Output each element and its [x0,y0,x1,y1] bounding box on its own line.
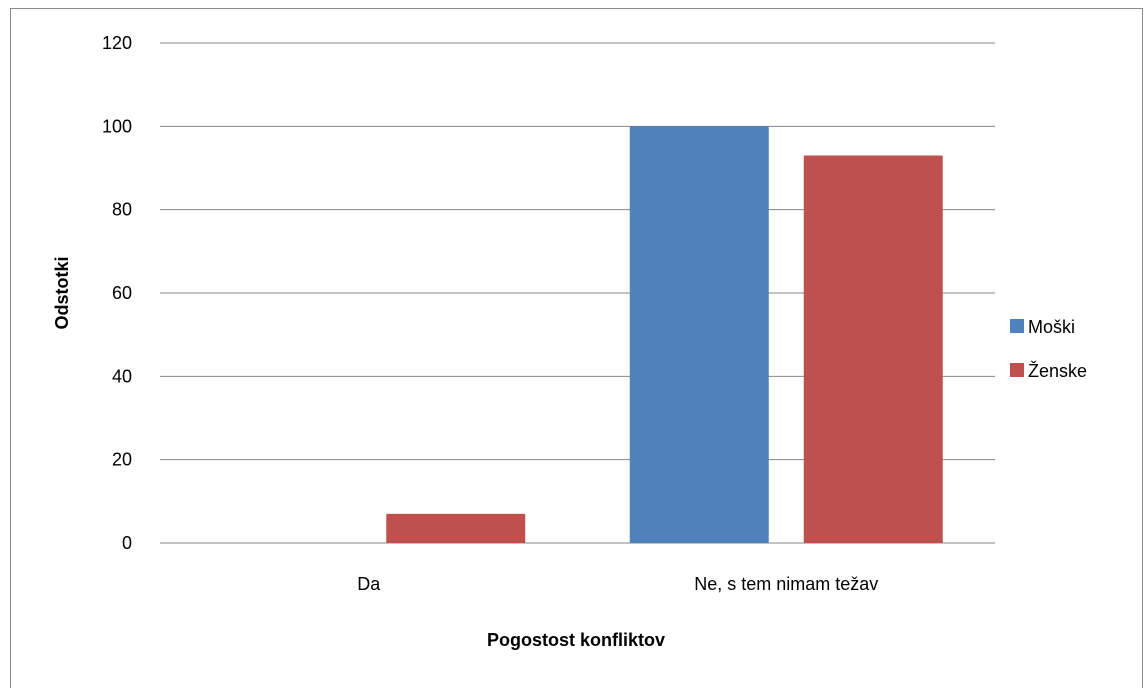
chart-frame [10,8,1143,688]
legend-label: Moški [1028,317,1075,337]
y-tick-label: 100 [102,116,132,136]
x-tick-labels: Da Ne, s tem nimam težav [357,574,878,594]
legend-swatch [1010,319,1024,333]
bar-Moški-Ne, s tem nimam težav [629,126,769,543]
y-tick-label: 120 [102,33,132,53]
y-tick-label: 40 [112,366,132,386]
y-tick-label: 60 [112,283,132,303]
x-tick-label: Da [357,574,381,594]
legend: Moški Ženske [1010,317,1087,381]
y-tick-label: 20 [112,450,132,470]
bars [386,126,943,543]
x-tick-label: Ne, s tem nimam težav [694,574,878,594]
bar-Ženske-Da [386,513,526,543]
y-tick-label: 80 [112,200,132,220]
y-tick-labels: 0 20 40 60 80 100 120 [102,33,132,553]
gridlines [160,42,995,544]
bar-Ženske-Ne, s tem nimam težav [803,155,943,543]
legend-swatch [1010,363,1024,377]
y-axis-title: Odstotki [52,256,72,329]
legend-label: Ženske [1028,361,1087,381]
y-tick-label: 0 [122,533,132,553]
x-axis-title: Pogostost konfliktov [487,630,665,650]
